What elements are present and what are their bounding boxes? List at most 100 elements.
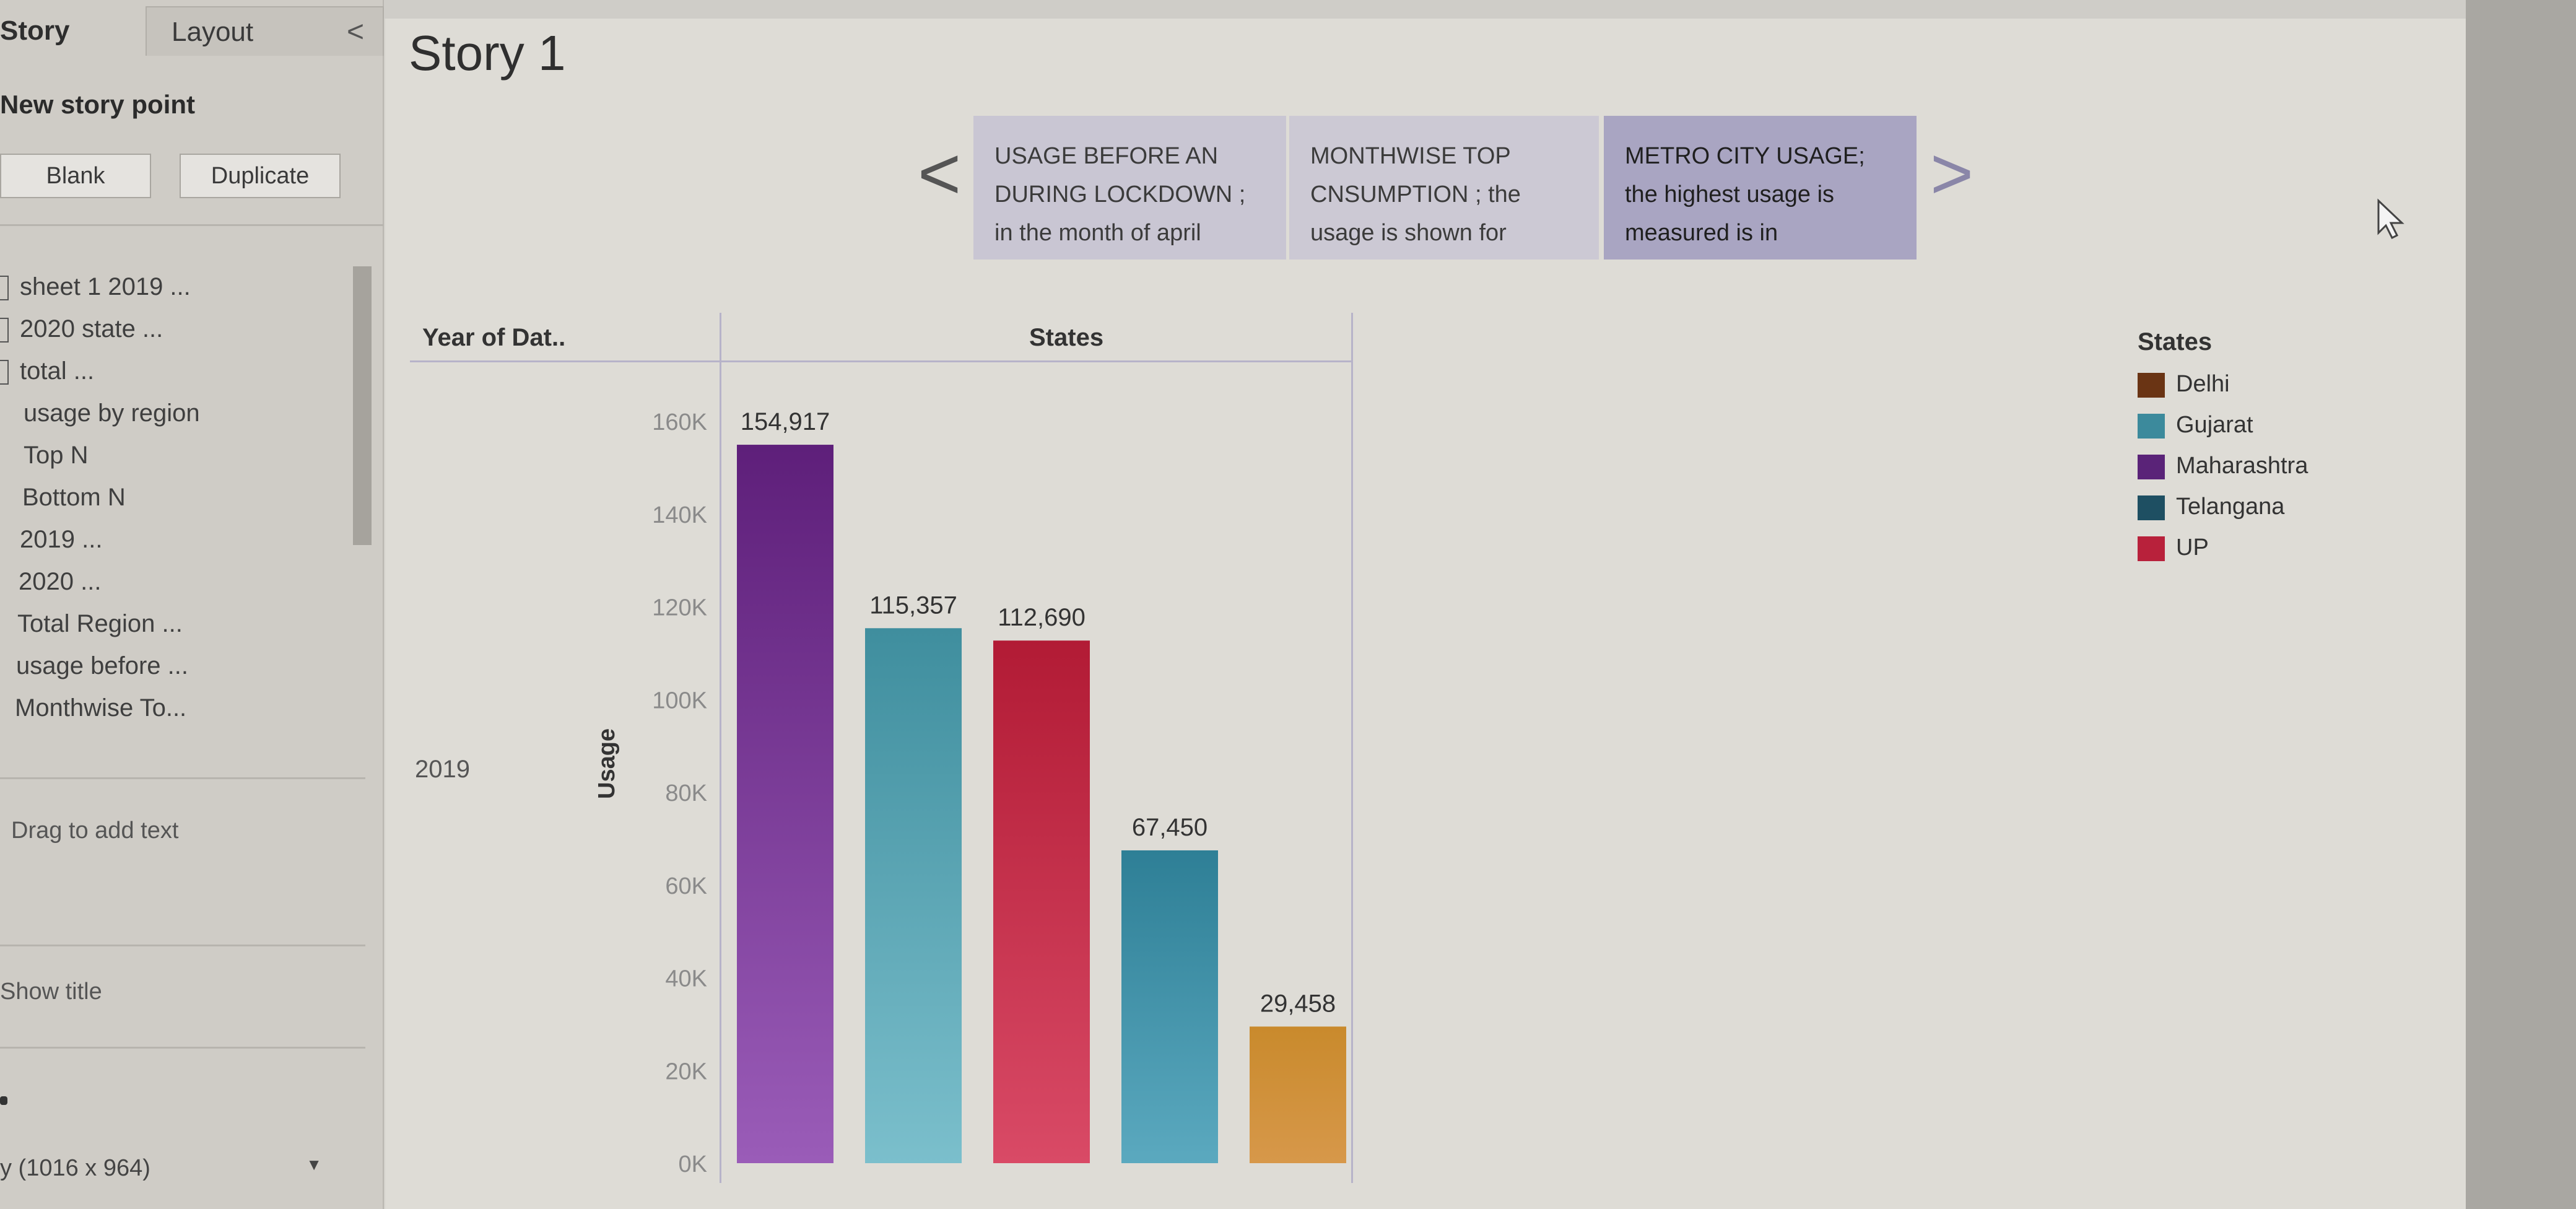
bar[interactable] (1121, 850, 1218, 1163)
sheet-list-scrollbar[interactable] (353, 266, 372, 545)
y-tick-label: 80K (665, 780, 707, 806)
sheet-item-label: Monthwise To... (15, 694, 187, 722)
story-point-line: in the month of april (994, 220, 1201, 246)
divider (0, 945, 365, 946)
table-divider (720, 313, 721, 1183)
legend: States Delhi Gujarat Maharashtra Telanga… (2138, 328, 2385, 568)
new-story-point-label: New story point (0, 90, 196, 119)
sheet-item[interactable]: 2020 ... (19, 561, 101, 602)
story-point-line: DURING LOCKDOWN ; (994, 181, 1246, 207)
sheet-item-label: 2019 ... (20, 526, 103, 553)
bar-labels: 154,917 115,357 112,690 67,450 29,458 (741, 408, 1336, 1017)
sheet-item-label: total ... (20, 357, 95, 385)
legend-item-delhi[interactable]: Delhi (2138, 364, 2385, 404)
legend-item-up[interactable]: UP (2138, 527, 2385, 568)
sheet-item[interactable]: sheet 1 2019 ... (0, 266, 191, 307)
story-point-line: measured is in (1625, 220, 1778, 246)
bar[interactable] (1250, 1026, 1346, 1163)
legend-swatch (2138, 536, 2165, 561)
story-point-line: usage is shown for (1310, 220, 1507, 246)
legend-swatch (2138, 372, 2165, 398)
size-select-value: y (1016 x 964) (0, 1155, 150, 1181)
y-tick-label: 100K (652, 687, 707, 714)
sheet-item-label: 2020 state ... (20, 315, 163, 343)
tab-layout-label: Layout (172, 17, 254, 47)
story-pane: Story Layout < New story point Blank Dup… (0, 0, 384, 1209)
sheet-item[interactable]: 2019 ... (20, 519, 102, 560)
story-canvas: Story 1 < USAGE BEFORE AN DURING LOCKDOW… (385, 19, 2466, 1209)
sheet-item-label: usage before ... (16, 652, 188, 679)
bar-value-label: 112,690 (998, 604, 1086, 631)
legend-label: Telangana (2176, 494, 2285, 520)
story-point-3-selected[interactable]: METRO CITY USAGE; the highest usage is m… (1604, 116, 1917, 260)
divider (0, 224, 384, 226)
sheet-icon (0, 318, 9, 343)
legend-swatch (2138, 454, 2165, 479)
legend-item-telangana[interactable]: Telangana (2138, 486, 2385, 527)
sheet-item[interactable]: total ... (0, 351, 94, 391)
drag-to-add-text[interactable]: Drag to add text (11, 818, 179, 844)
pane-tabs: Story Layout < (0, 0, 384, 56)
y-tick-label: 140K (652, 502, 707, 528)
y-tick-label: 120K (652, 595, 707, 621)
divider (0, 1047, 365, 1049)
mouse-cursor-icon (2377, 198, 2404, 240)
bar-value-label: 154,917 (741, 408, 830, 435)
story-point-1[interactable]: USAGE BEFORE AN DURING LOCKDOWN ; in the… (973, 116, 1286, 260)
sheet-item[interactable]: Top N (24, 435, 89, 476)
sheet-item[interactable]: 2020 state ... (0, 308, 163, 349)
sheet-item-label: Bottom N (22, 484, 126, 511)
table-header-row: Year of Dat.. States (410, 313, 1351, 362)
bar[interactable] (993, 640, 1090, 1163)
bar[interactable] (737, 445, 833, 1163)
bars (737, 445, 1346, 1163)
sheet-item[interactable]: Bottom N (22, 477, 126, 518)
y-tick-label: 20K (665, 1058, 707, 1085)
column-header-year[interactable]: Year of Dat.. (422, 324, 566, 351)
tab-layout[interactable]: Layout < (146, 6, 384, 56)
tab-story[interactable]: Story (0, 15, 70, 46)
size-select[interactable]: y (1016 x 964) ▼ (0, 1155, 322, 1182)
duplicate-button[interactable]: Duplicate (180, 154, 341, 198)
window-top-strip (0, 0, 2576, 19)
sheet-item-label: Total Region ... (17, 610, 183, 637)
legend-swatch (2138, 495, 2165, 520)
bar-value-label: 29,458 (1260, 990, 1336, 1017)
bar-chart: 0K 20K 40K 60K 80K 100K 120K 140K 160K 154,917 11… (652, 408, 1346, 1177)
column-header-states[interactable]: States (1029, 324, 1104, 351)
section-bullet (0, 1096, 7, 1105)
previous-story-point-icon[interactable]: < (918, 132, 962, 215)
sheet-item-label: 2020 ... (19, 568, 102, 595)
row-header-year: 2019 (415, 756, 470, 783)
story-title: Story 1 (409, 25, 566, 81)
sheet-item[interactable]: usage by region (5, 393, 200, 434)
legend-item-maharashtra[interactable]: Maharashtra (2138, 445, 2385, 486)
sheet-item-label: usage by region (24, 399, 200, 427)
collapse-pane-icon[interactable]: < (346, 15, 364, 48)
story-point-line: CNSUMPTION ; the (1310, 181, 1521, 207)
bar-value-label: 67,450 (1132, 814, 1208, 841)
legend-item-gujarat[interactable]: Gujarat (2138, 404, 2385, 445)
y-axis-ticks: 0K 20K 40K 60K 80K 100K 120K 140K 160K (652, 409, 707, 1177)
sheet-item-label: Top N (24, 442, 89, 469)
legend-label: Delhi (2176, 371, 2230, 397)
y-tick-label: 40K (665, 966, 707, 992)
sheet-icon (0, 276, 9, 301)
next-story-point-icon[interactable]: > (1930, 132, 1974, 215)
legend-label: Gujarat (2176, 412, 2253, 438)
story-point-2[interactable]: MONTHWISE TOP CNSUMPTION ; the usage is … (1289, 116, 1599, 260)
divider (0, 777, 365, 779)
sheet-icon (0, 360, 9, 385)
story-point-line: MONTHWISE TOP (1310, 143, 1511, 169)
chevron-down-icon: ▼ (306, 1155, 322, 1174)
story-point-line: METRO CITY USAGE; (1625, 143, 1865, 169)
y-tick-label: 60K (665, 873, 707, 899)
blank-button[interactable]: Blank (0, 154, 151, 198)
legend-swatch (2138, 413, 2165, 439)
sheet-item[interactable]: Monthwise To... (15, 687, 186, 728)
sheet-item[interactable]: usage before ... (16, 645, 188, 686)
show-title-option[interactable]: Show title (0, 979, 102, 1005)
story-point-line: the highest usage is (1625, 181, 1835, 207)
sheet-item[interactable]: Total Region ... (17, 603, 183, 644)
bar[interactable] (865, 628, 962, 1163)
